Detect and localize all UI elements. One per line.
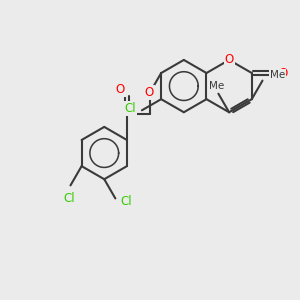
Text: O: O	[278, 67, 287, 80]
Text: O: O	[144, 86, 154, 99]
Text: Cl: Cl	[124, 102, 136, 115]
Text: Me: Me	[270, 70, 285, 80]
Text: Cl: Cl	[121, 195, 132, 208]
Text: Me: Me	[209, 81, 224, 91]
Text: Cl: Cl	[63, 192, 75, 205]
Text: O: O	[116, 83, 125, 96]
Text: O: O	[224, 53, 234, 66]
